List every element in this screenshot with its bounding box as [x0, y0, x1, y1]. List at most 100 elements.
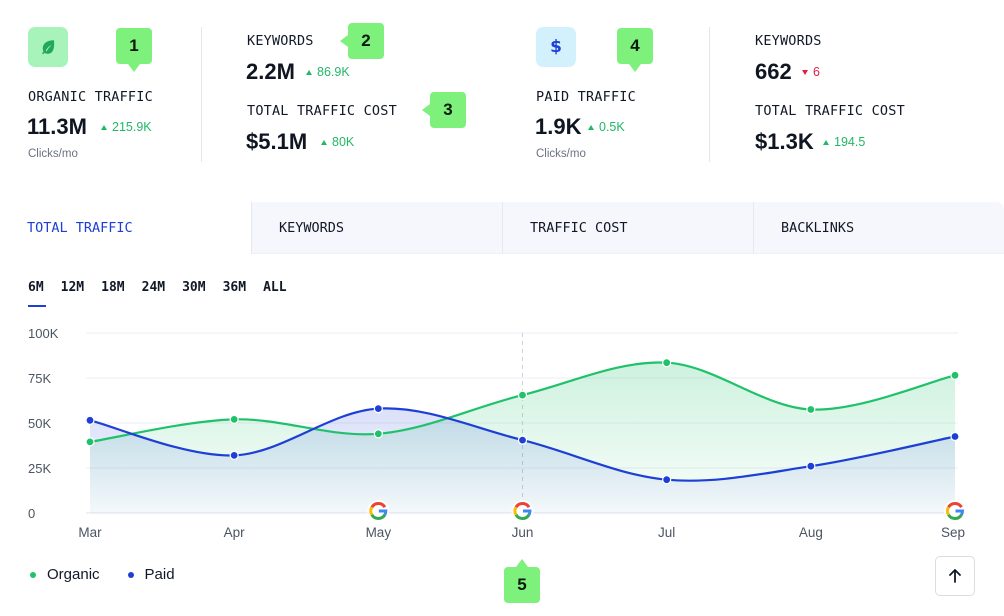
y-tick-label: 25K — [28, 461, 51, 476]
x-tick-label: Jul — [658, 525, 675, 540]
callout-badge-3: 3 — [422, 92, 466, 128]
organic-traffic-value: 11.3M — [27, 114, 87, 139]
organic-keywords-label: KEYWORDS — [247, 33, 314, 49]
legend-item-organic[interactable]: Organic — [30, 566, 100, 583]
up-triangle-icon — [101, 124, 107, 130]
legend-paid-dot — [127, 571, 134, 578]
chart-annotation-markers — [367, 500, 966, 522]
paid-traffic-delta-value: 0.5K — [599, 120, 625, 134]
google-icon-arc — [369, 506, 374, 516]
paid-cost-delta: 194.5 — [823, 135, 865, 149]
range-36m[interactable]: 36M — [222, 280, 247, 295]
x-tick-label: Mar — [78, 525, 102, 540]
point-organic-jun[interactable] — [517, 390, 528, 400]
point-paid-sep[interactable] — [950, 431, 960, 442]
organic-cost-delta-value: 80K — [332, 135, 355, 149]
google-icon-arc — [947, 513, 963, 520]
google-icon-arc — [378, 509, 388, 516]
up-triangle-icon — [306, 69, 312, 75]
point-paid-apr[interactable] — [229, 450, 239, 460]
organic-traffic-unit: Clicks/mo — [28, 148, 78, 160]
google-icon-arc — [370, 513, 387, 520]
time-range-selector: 6M 12M 18M 24M 30M 36M ALL — [28, 280, 304, 307]
paid-traffic-label: PAID TRAFFIC — [536, 89, 636, 105]
google-icon-arc — [947, 502, 963, 509]
chart-legend: Organic Paid — [30, 566, 203, 583]
google-icon-arc — [513, 506, 518, 516]
tab-traffic-cost[interactable]: TRAFFIC COST — [502, 202, 753, 254]
tab-backlinks[interactable]: BACKLINKS — [753, 202, 1004, 254]
range-18m[interactable]: 18M — [101, 280, 125, 295]
point-paid-may[interactable] — [373, 404, 383, 414]
callout-badge-1: 1 — [116, 28, 152, 72]
up-triangle-icon — [823, 139, 829, 145]
up-triangle-icon — [588, 124, 594, 130]
paid-cost-value: $1.3K — [755, 129, 814, 154]
x-tick-label: May — [366, 525, 392, 540]
organic-keywords-value: 2.2M — [246, 59, 295, 84]
organic-cost-value: $5.1M — [246, 129, 308, 154]
area-paid — [90, 408, 955, 513]
paid-cost-delta-value: 194.5 — [834, 135, 866, 149]
google-icon[interactable] — [367, 500, 390, 522]
google-icon-arc — [523, 509, 532, 516]
y-tick-label: 100K — [28, 326, 59, 341]
point-organic-sep[interactable] — [950, 370, 960, 380]
google-icon-arc — [514, 502, 531, 509]
google-icon[interactable] — [944, 500, 966, 522]
tab-keywords[interactable]: KEYWORDS — [251, 202, 502, 254]
y-tick-label: 75K — [28, 371, 51, 386]
paid-keywords-value: 662 — [755, 59, 792, 84]
google-icon[interactable] — [511, 500, 534, 522]
traffic-line-chart[interactable]: 0 25K 50K 75K 100K Mar Apr May Jun Jul Aug Sep — [0, 320, 1004, 550]
point-organic-jul[interactable] — [662, 358, 672, 368]
paid-traffic-icon-box: $ — [536, 27, 576, 67]
down-triangle-icon — [802, 69, 808, 75]
y-tick-label: 0 — [28, 506, 35, 521]
metric-divider — [201, 27, 202, 162]
chart-axis-labels: 0 25K 50K 75K 100K Mar Apr May Jun Jul Aug Sep — [28, 326, 965, 540]
callout-badge-4: 4 — [617, 28, 653, 72]
point-paid-jun[interactable] — [517, 435, 528, 445]
arrow-up-icon — [949, 569, 961, 583]
x-tick-label: Aug — [799, 525, 823, 540]
scroll-to-top-button[interactable] — [935, 556, 975, 596]
range-30m[interactable]: 30M — [182, 280, 206, 295]
paid-keywords-label: KEYWORDS — [755, 33, 822, 49]
point-organic-mar[interactable] — [85, 437, 95, 447]
point-organic-may[interactable] — [373, 429, 383, 439]
paid-traffic-value: 1.9K — [535, 114, 582, 139]
callout-badge-2: 2 — [340, 23, 384, 59]
leaf-icon — [42, 40, 55, 55]
range-6m[interactable]: 6M — [28, 280, 46, 307]
point-organic-apr[interactable] — [229, 414, 239, 424]
point-organic-aug[interactable] — [806, 404, 816, 415]
point-paid-jul[interactable] — [662, 475, 672, 485]
metric-divider — [709, 27, 710, 162]
x-tick-label: Jun — [512, 525, 534, 540]
google-icon-arc — [945, 506, 950, 516]
organic-traffic-label: ORGANIC TRAFFIC — [28, 89, 153, 105]
dollar-icon: $ — [550, 37, 562, 57]
organic-traffic-icon-box — [28, 27, 68, 67]
legend-organic-label: Organic — [47, 566, 100, 583]
paid-traffic-unit: Clicks/mo — [536, 148, 586, 160]
organic-keywords-delta: 86.9K — [306, 65, 350, 79]
paid-cost-label: TOTAL TRAFFIC COST — [755, 103, 905, 119]
x-tick-label: Apr — [224, 525, 246, 540]
paid-keywords-delta: 6 — [802, 65, 820, 79]
organic-traffic-delta: 215.9K — [101, 120, 152, 134]
point-paid-mar[interactable] — [85, 415, 95, 425]
tab-total-traffic[interactable]: TOTAL TRAFFIC — [0, 202, 251, 254]
x-tick-label: Sep — [941, 525, 965, 540]
legend-paid-label: Paid — [144, 566, 175, 583]
point-paid-aug[interactable] — [806, 461, 816, 471]
legend-item-paid[interactable]: Paid — [127, 566, 175, 583]
google-icon-arc — [514, 513, 531, 520]
paid-keywords-delta-value: 6 — [813, 65, 820, 79]
organic-keywords-delta-value: 86.9K — [317, 65, 350, 79]
organic-cost-label: TOTAL TRAFFIC COST — [247, 103, 397, 119]
range-all[interactable]: ALL — [263, 280, 287, 295]
range-24m[interactable]: 24M — [141, 280, 166, 295]
range-12m[interactable]: 12M — [60, 280, 85, 295]
